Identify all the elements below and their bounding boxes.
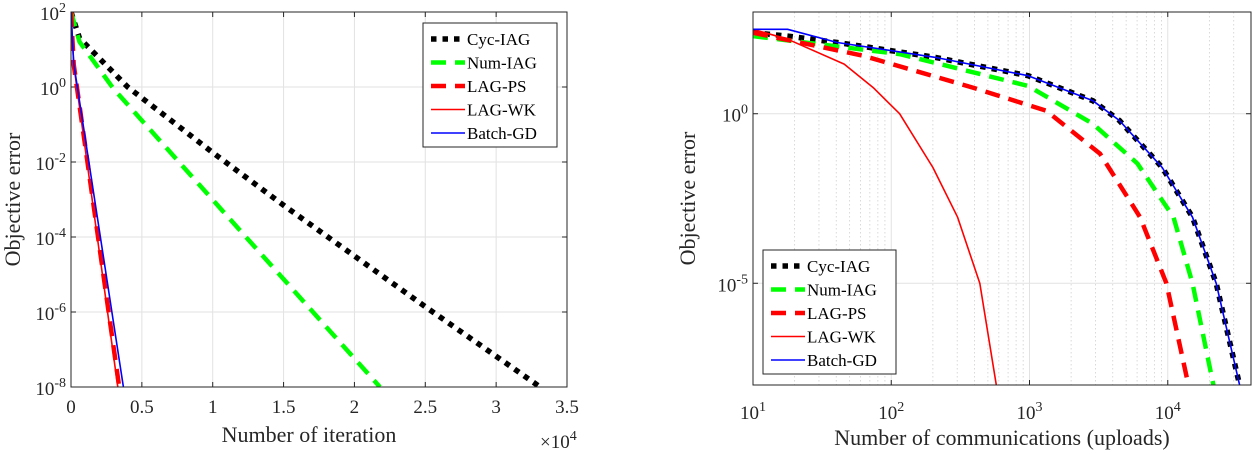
legend: Cyc-IAG Num-IAG LAG-PS LAG-WK Batch-GD — [762, 249, 897, 375]
legend-item-cyc-iag: Cyc-IAG — [431, 30, 530, 49]
legend-item-batch-gd: Batch-GD — [771, 351, 877, 370]
series-line-lag-ps — [753, 30, 1191, 385]
x-tick-label: 0.5 — [130, 397, 154, 418]
y-axis-label: Objective error — [0, 132, 25, 266]
legend-label: Cyc-IAG — [467, 30, 530, 49]
legend-label: Batch-GD — [467, 124, 537, 143]
x-axis-multiplier: ×104 — [540, 429, 577, 453]
x-tick-label: 103 — [1017, 400, 1043, 424]
legend-item-lag-wk: LAG-WK — [771, 328, 877, 347]
legend-item-num-iag: Num-IAG — [431, 54, 537, 73]
x-tick-label: 0 — [66, 397, 76, 418]
legend-label: LAG-WK — [467, 101, 537, 120]
y-tick-label: 10-6 — [35, 301, 66, 325]
y-tick-label: 10-2 — [35, 151, 66, 175]
y-tick-label: 100 — [40, 76, 66, 100]
y-tick-label: 10-8 — [35, 376, 66, 400]
x-tick-label: 3.5 — [555, 397, 579, 418]
legend-label: LAG-WK — [807, 328, 877, 347]
axes-box — [752, 11, 1252, 386]
legend-item-lag-ps: LAG-PS — [431, 77, 527, 96]
x-tick-label: 102 — [878, 400, 904, 424]
left-plot-iterations: 0 0.5 1 1.5 2 2.5 3 3.5 102 100 10-2 10-4 10-6 10-8 Nu… — [0, 1, 579, 453]
legend: Cyc-IAG Num-IAG LAG-PS LAG-WK Batch-GD — [422, 22, 558, 148]
x-tick-label: 3 — [491, 397, 501, 418]
x-tick-label: 1.5 — [272, 397, 296, 418]
legend-label: Cyc-IAG — [807, 257, 870, 276]
legend-label: LAG-PS — [807, 304, 867, 323]
x-axis-label: Number of iteration — [222, 422, 397, 447]
axes-box — [70, 11, 568, 388]
legend-item-cyc-iag: Cyc-IAG — [771, 257, 870, 276]
x-tick-label: 2 — [350, 397, 360, 418]
legend-label: Num-IAG — [467, 54, 537, 73]
legend-label: Num-IAG — [807, 281, 877, 300]
series-line-num-iag — [753, 33, 1216, 385]
series-line-batch-gd — [71, 12, 125, 387]
x-tick-label: 2.5 — [413, 397, 437, 418]
x-tick-label: 101 — [740, 400, 766, 424]
legend-label: LAG-PS — [467, 77, 527, 96]
series-line-lag-wk — [753, 28, 998, 385]
y-tick-label: 10-4 — [35, 226, 66, 250]
x-axis-label: Number of communications (uploads) — [834, 425, 1169, 450]
y-tick-label: 10-5 — [717, 272, 748, 296]
x-tick-label: 1 — [208, 397, 218, 418]
legend-label: Batch-GD — [807, 351, 877, 370]
legend-item-lag-ps: LAG-PS — [771, 304, 867, 323]
legend-item-batch-gd: Batch-GD — [431, 124, 537, 143]
x-tick-label: 104 — [1155, 400, 1181, 424]
right-plot-communications: 101 102 103 104 100 10-5 Number of communicati… — [675, 11, 1252, 450]
y-tick-label: 100 — [722, 103, 748, 127]
legend-item-lag-wk: LAG-WK — [431, 101, 537, 120]
legend-item-num-iag: Num-IAG — [771, 281, 877, 300]
y-tick-label: 102 — [40, 1, 66, 25]
series-line-num-iag — [71, 12, 382, 387]
y-axis-label: Objective error — [675, 131, 700, 265]
series-line-batch-gd — [753, 28, 1241, 385]
